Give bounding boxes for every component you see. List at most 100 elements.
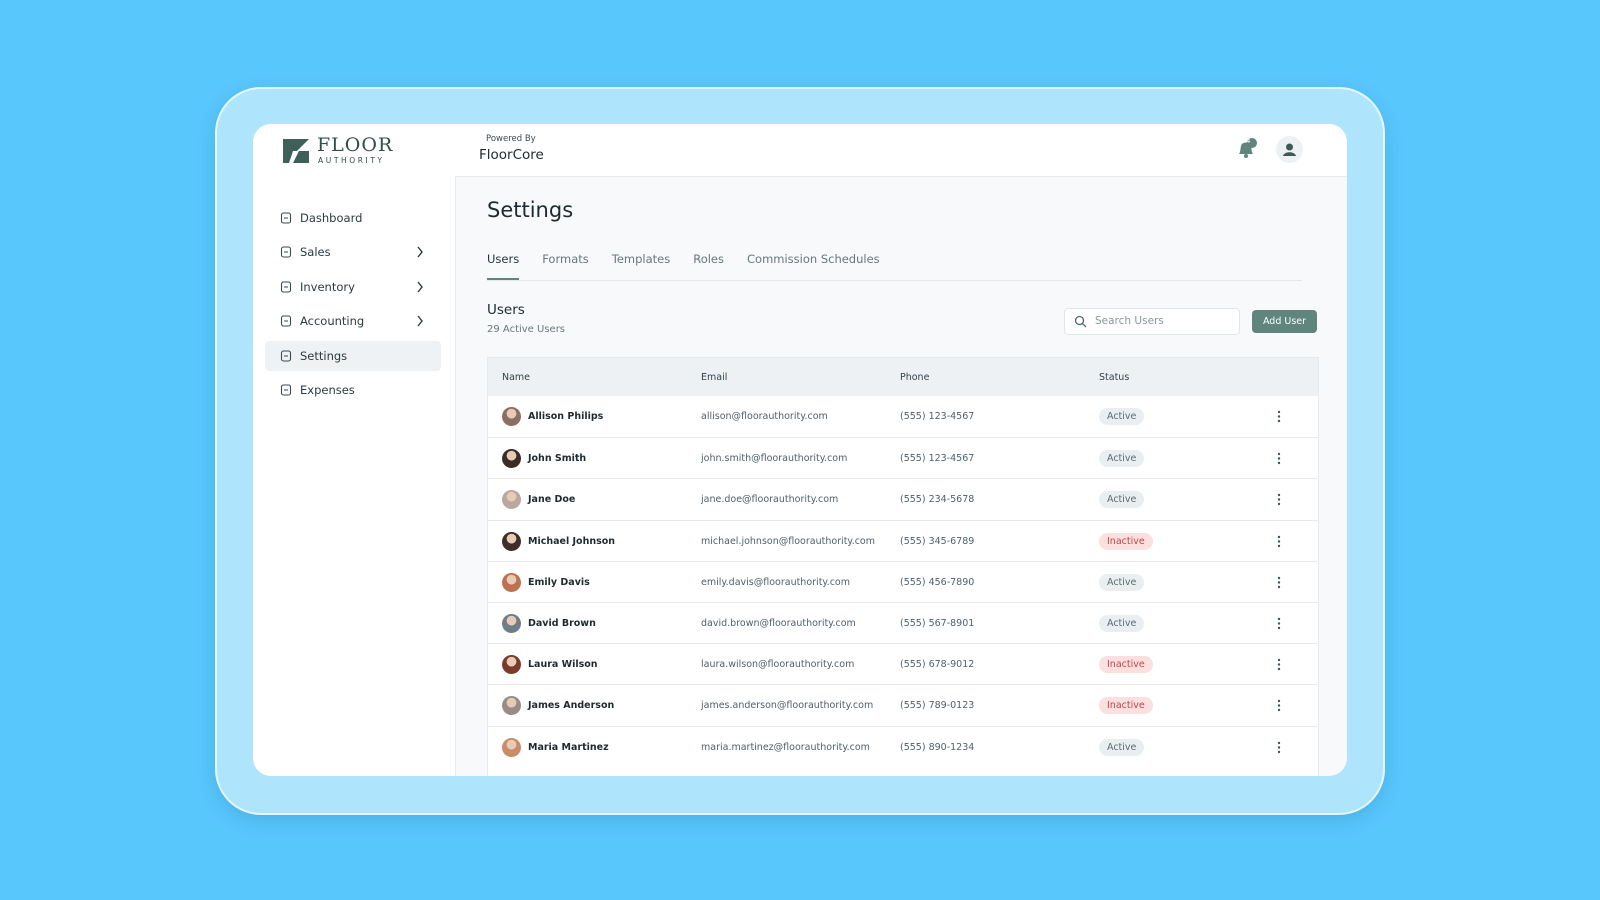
column-header: Email <box>701 372 728 383</box>
user-name: Maria Martinez <box>528 741 609 753</box>
user-phone: (555) 678-9012 <box>900 659 975 671</box>
user-email: david.brown@floorauthority.com <box>701 618 856 629</box>
status-badge: Inactive <box>1099 532 1153 550</box>
user-name: Allison Philips <box>528 411 604 422</box>
user-email: michael.johnson@floorauthority.com <box>701 535 876 547</box>
user-name: Jane Doe <box>528 494 576 506</box>
user-phone: (555) 567-8901 <box>900 618 975 629</box>
avatar <box>502 696 521 716</box>
row-menu[interactable] <box>1276 492 1282 507</box>
avatar <box>502 407 521 426</box>
nav-label: Accounting <box>300 314 365 329</box>
user-email: james.anderson@floorauthority.com <box>701 700 874 712</box>
tab[interactable]: Formats <box>542 252 589 266</box>
tab-divider <box>487 280 1302 281</box>
nav-icon <box>280 384 292 396</box>
powered-by: Powered By <box>486 134 536 144</box>
nav-icon <box>280 315 292 327</box>
section-subtitle: 29 Active Users <box>487 324 566 335</box>
user-phone: (555) 234-5678 <box>900 494 975 506</box>
avatar <box>502 449 521 469</box>
notification-count: 4 <box>1246 137 1251 145</box>
table-header <box>488 358 1318 396</box>
avatar <box>502 531 521 551</box>
row-menu[interactable] <box>1276 451 1282 466</box>
user-email: jane.doe@floorauthority.com <box>701 494 839 506</box>
user-name: James Anderson <box>528 700 615 712</box>
table-row: Jane Doe jane.doe@floorauthority.com (555)… <box>488 478 1318 520</box>
avatar <box>502 572 521 592</box>
row-menu[interactable] <box>1276 698 1282 713</box>
status-badge: Active <box>1099 491 1145 509</box>
table-row: Emily Davis emily.davis@floorauthority.co… <box>488 560 1318 603</box>
add-user-button[interactable]: Add User <box>1252 310 1317 333</box>
nav-chevron <box>417 281 423 293</box>
row-menu[interactable] <box>1276 616 1282 631</box>
nav-item[interactable]: Inventory <box>265 272 441 302</box>
user-name: David Brown <box>528 618 596 629</box>
user-email: laura.wilson@floorauthority.com <box>701 659 855 671</box>
table-row: Maria Martinez maria.martinez@floorauthor… <box>488 725 1318 768</box>
status-badge: Active <box>1099 573 1145 591</box>
status-badge: Active <box>1099 615 1145 632</box>
users-table: Name Email Phone Status Allison Philips allis… <box>487 357 1319 776</box>
search-box[interactable]: Search Users <box>1064 308 1240 335</box>
search-icon <box>1074 315 1087 328</box>
row-menu[interactable] <box>1276 657 1282 672</box>
nav-item[interactable]: Settings <box>265 340 441 371</box>
table-row: John Smith john.smith@floorauthority.com (… <box>488 437 1318 479</box>
tab[interactable]: Users <box>487 252 520 266</box>
avatar <box>502 655 521 675</box>
nav-icon <box>280 350 292 362</box>
column-header: Phone <box>900 372 930 383</box>
tab[interactable]: Commission Schedules <box>747 252 880 266</box>
user-name: Michael Johnson <box>528 535 616 547</box>
notification-bell[interactable] <box>1235 138 1257 160</box>
user-icon <box>1283 143 1296 156</box>
nav-chevron <box>417 246 423 258</box>
nav-item[interactable]: Expenses <box>265 375 441 405</box>
sidebar: FLOOR AUTHORITY Dashboard Sales Inventory A… <box>253 124 456 776</box>
brand-name: FLOOR <box>317 134 394 156</box>
search-placeholder: Search Users <box>1095 315 1164 327</box>
status-badge: Inactive <box>1099 697 1153 715</box>
user-email: emily.davis@floorauthority.com <box>701 576 850 588</box>
page-title: Settings <box>487 198 574 222</box>
tab-underline <box>487 278 520 280</box>
row-menu[interactable] <box>1276 575 1282 590</box>
table-row: Laura Wilson laura.wilson@floorauthority.… <box>488 643 1318 685</box>
nav-item[interactable]: Accounting <box>265 306 441 336</box>
tab[interactable]: Roles <box>693 252 724 266</box>
nav-item[interactable]: Sales <box>265 237 441 267</box>
user-email: allison@floorauthority.com <box>701 411 828 422</box>
header: Powered By FloorCore 4 <box>455 124 1347 177</box>
user-phone: (555) 123-4567 <box>900 411 975 422</box>
row-menu[interactable] <box>1276 409 1282 424</box>
user-avatar[interactable] <box>1276 136 1303 163</box>
status-badge: Active <box>1099 738 1145 756</box>
user-name: Laura Wilson <box>528 659 598 671</box>
nav-label: Inventory <box>300 279 355 294</box>
user-phone: (555) 123-4567 <box>900 453 975 465</box>
status-badge: Active <box>1099 450 1145 468</box>
avatar <box>502 737 521 757</box>
nav-chevron <box>417 315 423 327</box>
table-row: James Anderson james.anderson@floorauthor… <box>488 684 1318 726</box>
user-phone: (555) 789-0123 <box>900 700 975 712</box>
user-name: John Smith <box>528 453 587 465</box>
table-row: Allison Philips allison@floorauthority.co… <box>488 396 1318 437</box>
column-header: Status <box>1099 372 1130 383</box>
user-email: maria.martinez@floorauthority.com <box>701 741 870 753</box>
nav-item[interactable]: Dashboard <box>265 203 441 233</box>
brand-sub: AUTHORITY <box>318 156 385 165</box>
table-row: Michael Johnson michael.johnson@floorauth… <box>488 519 1318 562</box>
section-title: Users <box>487 302 525 318</box>
column-header: Name <box>502 372 531 383</box>
user-phone: (555) 456-7890 <box>900 576 975 588</box>
tab[interactable]: Templates <box>611 252 671 266</box>
status-badge: Active <box>1099 408 1145 425</box>
status-badge: Inactive <box>1099 656 1153 674</box>
row-menu[interactable] <box>1276 534 1282 549</box>
row-menu[interactable] <box>1276 740 1282 755</box>
